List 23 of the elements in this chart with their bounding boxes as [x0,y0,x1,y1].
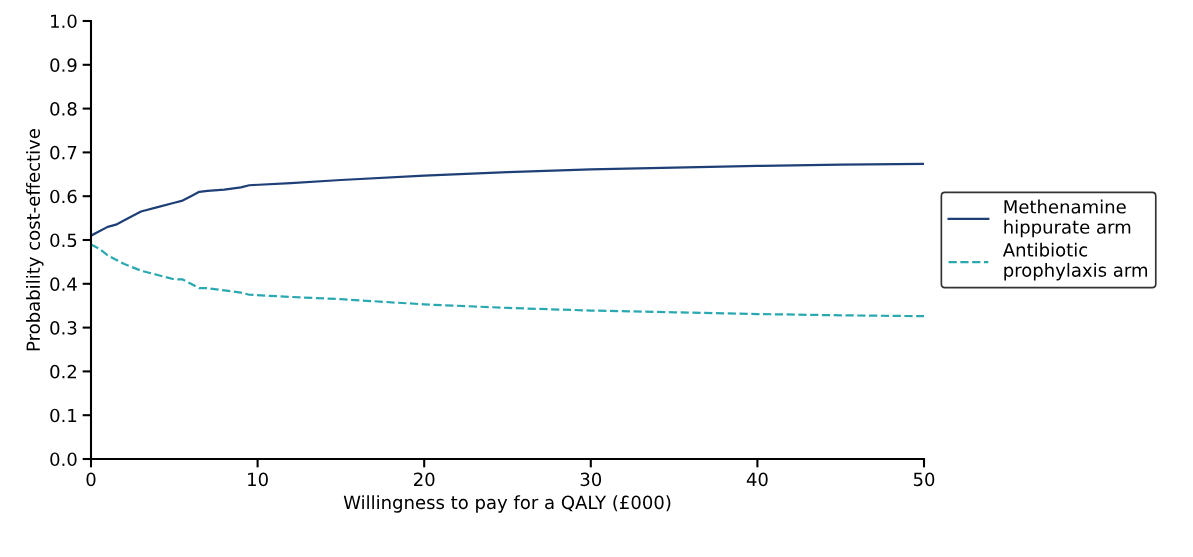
x-tick-label: 20 [414,472,435,487]
legend-label: Methenamine hippurate arm [1004,199,1131,238]
y-axis-title: Probability cost-effective [26,129,44,351]
x-tick-label: 40 [746,472,768,487]
y-tick-label: 0.7 [50,145,77,160]
y-tick-label: 0.9 [50,58,77,72]
y-tick-label: 0.6 [50,189,77,204]
x-axis-title: Willingness to pay for a QALY (£000) [343,495,671,513]
y-tick-label: 0.4 [50,277,77,291]
y-tick-label: 0.5 [50,233,77,248]
y-tick-label: 0.8 [50,102,77,116]
x-tick-label: 30 [580,472,602,487]
legend-label: Antibiotic prophylaxis arm [1002,242,1148,281]
line-series [91,243,924,318]
y-tick-label: 1.0 [51,14,77,29]
y-tick-label: 0.3 [50,321,77,335]
x-tick-label: 0 [86,472,96,487]
y-tick-label: 0.0 [50,452,77,467]
line-series [91,162,924,237]
x-tick-label: 50 [913,472,935,487]
y-tick-label: 0.1 [50,408,77,423]
y-tick-label: 0.2 [50,364,76,379]
x-tick-label: 10 [248,472,268,487]
